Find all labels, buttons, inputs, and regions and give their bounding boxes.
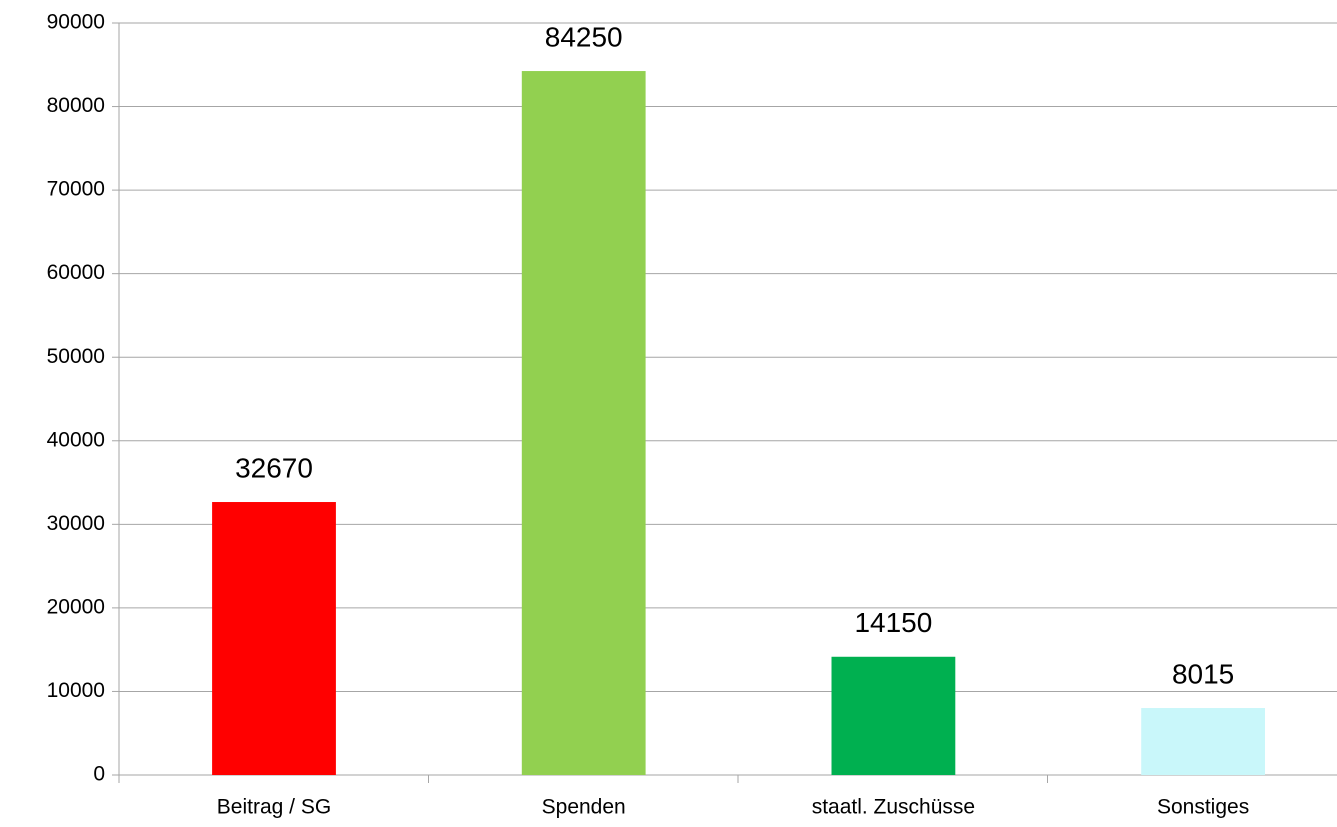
value-label: 32670 — [235, 452, 313, 483]
bar — [1141, 708, 1265, 775]
value-label: 8015 — [1172, 658, 1234, 689]
y-tick-label: 60000 — [47, 261, 105, 284]
x-tick-label: Spenden — [542, 796, 626, 819]
bar — [521, 71, 646, 776]
y-tick-label: 0 — [93, 763, 105, 786]
x-tick-label: Sonstiges — [1157, 796, 1249, 819]
value-label: 14150 — [854, 607, 932, 638]
bar — [212, 502, 336, 775]
y-tick-label: 20000 — [47, 595, 105, 618]
x-tick-label: staatl. Zuschüsse — [812, 796, 975, 819]
y-tick-label: 70000 — [47, 178, 105, 201]
y-tick-label: 80000 — [47, 94, 105, 117]
y-tick-label: 10000 — [47, 679, 105, 702]
value-label: 84250 — [545, 21, 623, 52]
y-tick-label: 50000 — [47, 345, 105, 368]
y-tick-label: 40000 — [47, 428, 105, 451]
x-tick-label: Beitrag / SG — [217, 796, 331, 819]
bar — [831, 656, 956, 775]
y-tick-label: 30000 — [47, 512, 105, 535]
y-tick-label: 90000 — [47, 11, 105, 34]
